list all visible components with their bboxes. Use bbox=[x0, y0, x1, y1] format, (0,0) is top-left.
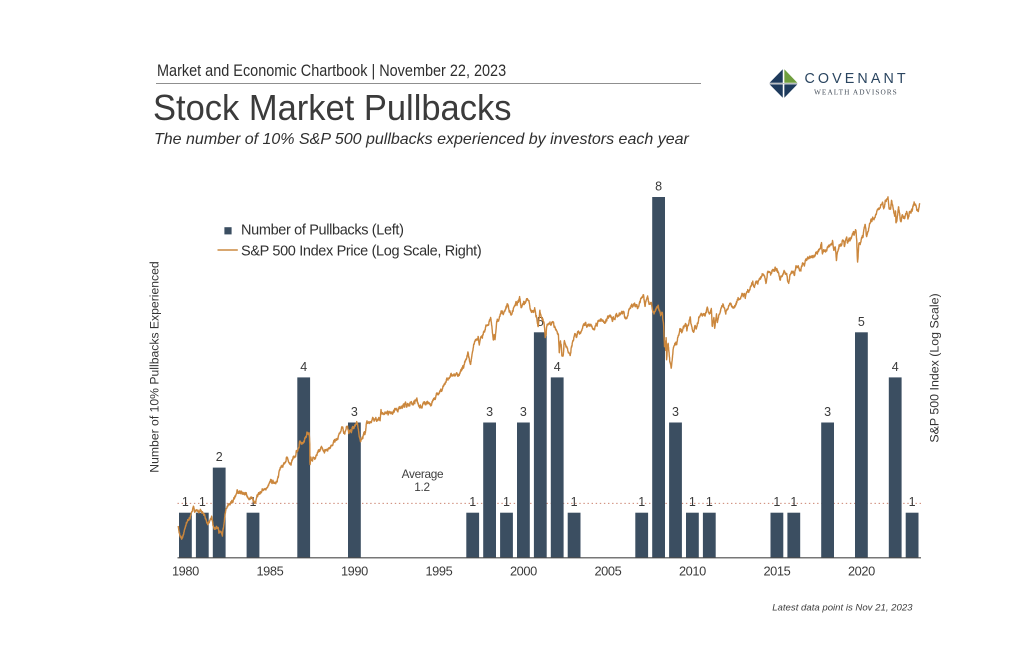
svg-text:3: 3 bbox=[672, 405, 679, 419]
svg-text:8: 8 bbox=[655, 180, 662, 194]
svg-text:S&P 500 Index (Log Scale): S&P 500 Index (Log Scale) bbox=[928, 293, 942, 442]
svg-text:2010: 2010 bbox=[679, 564, 706, 579]
svg-text:1985: 1985 bbox=[256, 564, 283, 579]
svg-text:1980: 1980 bbox=[172, 564, 199, 579]
svg-text:1: 1 bbox=[773, 495, 780, 509]
svg-text:2000: 2000 bbox=[510, 564, 537, 579]
svg-text:3: 3 bbox=[824, 405, 831, 419]
svg-text:1: 1 bbox=[199, 495, 206, 509]
svg-text:4: 4 bbox=[892, 360, 899, 374]
svg-text:5: 5 bbox=[537, 315, 544, 329]
svg-text:4: 4 bbox=[300, 360, 307, 374]
svg-text:Number of 10% Pullbacks Experi: Number of 10% Pullbacks Experienced bbox=[148, 261, 162, 472]
svg-text:1: 1 bbox=[909, 495, 916, 509]
svg-text:Number of Pullbacks (Left): Number of Pullbacks (Left) bbox=[241, 222, 404, 238]
svg-text:Average: Average bbox=[402, 467, 444, 481]
svg-text:1: 1 bbox=[503, 495, 510, 509]
svg-text:1990: 1990 bbox=[341, 564, 368, 579]
svg-text:3: 3 bbox=[486, 405, 493, 419]
svg-text:1.2: 1.2 bbox=[414, 480, 430, 494]
svg-text:WEALTH ADVISORS: WEALTH ADVISORS bbox=[814, 87, 898, 96]
svg-text:1: 1 bbox=[706, 495, 713, 509]
svg-text:1: 1 bbox=[182, 495, 189, 509]
svg-text:5: 5 bbox=[858, 315, 865, 329]
svg-text:3: 3 bbox=[520, 405, 527, 419]
svg-text:S&P 500 Index Price (Log Scale: S&P 500 Index Price (Log Scale, Right) bbox=[241, 244, 481, 260]
svg-text:2: 2 bbox=[216, 450, 223, 464]
svg-text:2020: 2020 bbox=[848, 564, 875, 579]
svg-text:1: 1 bbox=[689, 495, 696, 509]
svg-text:1995: 1995 bbox=[425, 564, 452, 579]
svg-text:1: 1 bbox=[638, 495, 645, 509]
svg-text:1: 1 bbox=[790, 495, 797, 509]
svg-text:1: 1 bbox=[571, 495, 578, 509]
svg-text:2005: 2005 bbox=[594, 564, 621, 579]
svg-text:2015: 2015 bbox=[763, 564, 790, 579]
svg-text:COVENANT: COVENANT bbox=[805, 71, 909, 87]
svg-text:1: 1 bbox=[469, 495, 476, 509]
svg-text:Latest data point is Nov 21, 2: Latest data point is Nov 21, 2023 bbox=[772, 603, 913, 614]
svg-text:4: 4 bbox=[554, 360, 561, 374]
svg-text:3: 3 bbox=[351, 405, 358, 419]
